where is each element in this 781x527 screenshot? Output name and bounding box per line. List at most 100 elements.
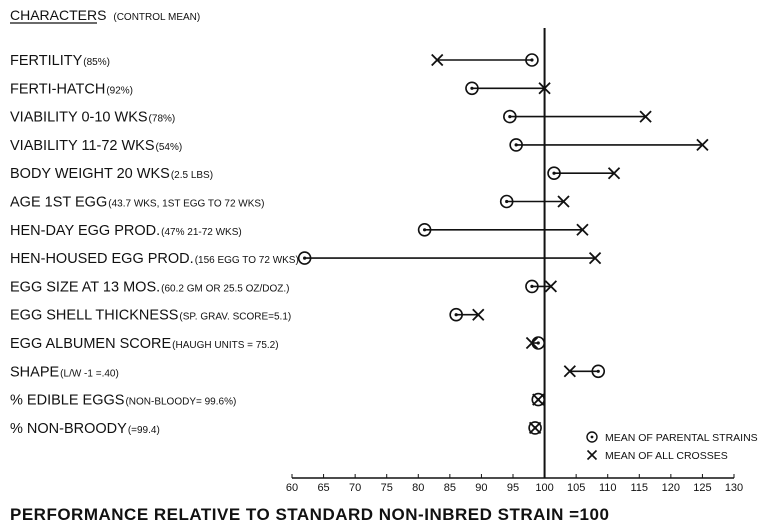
- crosses-mean-marker: [576, 223, 589, 236]
- parental-mean-dot: [303, 256, 307, 260]
- row-label-name: VIABILITY 0-10 WKS: [10, 110, 148, 126]
- row-label: % NON-BROODY(=99.4): [10, 421, 160, 437]
- parental-mean-dot: [536, 398, 540, 402]
- parental-mean-marker: [547, 166, 561, 180]
- legend-x-icon: [586, 449, 598, 461]
- parental-mean-dot: [552, 171, 556, 175]
- row-label-note: (85%): [83, 57, 110, 68]
- row: SHAPE(L/W -1 =.40): [10, 364, 606, 380]
- row-label-note: (54%): [156, 142, 183, 153]
- row-label-name: HEN-HOUSED EGG PROD.: [10, 251, 194, 267]
- row-label-note: (92%): [106, 85, 133, 96]
- parental-mean-marker: [465, 81, 479, 96]
- row: % NON-BROODY(=99.4): [10, 421, 542, 437]
- legend: MEAN OF PARENTAL STRAINS MEAN OF ALL CROS…: [586, 431, 758, 462]
- x-tick-label: 120: [662, 482, 680, 494]
- parental-mean-marker: [417, 223, 432, 237]
- row: EGG SIZE AT 13 MOS.(60.2 GM OR 25.5 OZ/D…: [10, 279, 558, 295]
- row: BODY WEIGHT 20 WKS(2.5 LBS): [10, 166, 621, 182]
- header-sub: (CONTROL MEAN): [113, 12, 200, 23]
- parental-mean-dot: [454, 313, 458, 317]
- parental-mean-dot: [536, 341, 540, 345]
- parental-mean-dot: [470, 86, 474, 90]
- parental-mean-marker: [525, 279, 539, 294]
- row-label-name: % EDIBLE EGGS: [10, 393, 124, 409]
- row: % EDIBLE EGGS(NON-BLOODY= 99.6%): [10, 393, 546, 409]
- parental-mean-dot: [423, 228, 427, 232]
- row-label: EGG SIZE AT 13 MOS.(60.2 GM OR 25.5 OZ/D…: [10, 279, 290, 295]
- row-label-name: BODY WEIGHT 20 WKS: [10, 166, 170, 182]
- row-label-note: (2.5 LBS): [171, 170, 213, 181]
- row: VIABILITY 0-10 WKS(78%): [10, 109, 652, 126]
- x-tick-label: 85: [444, 482, 456, 494]
- row-label-name: FERTI-HATCH: [10, 81, 105, 97]
- row: FERTILITY(85%): [10, 53, 539, 69]
- legend-circle-dot: [590, 435, 594, 439]
- parental-mean-dot: [530, 284, 534, 288]
- crosses-mean-marker: [544, 280, 558, 293]
- row-label: FERTI-HATCH(92%): [10, 81, 133, 97]
- parental-mean-marker: [525, 53, 539, 67]
- svg-text:CHARACTERS (CONTROL MEAN: CHARACTERS (CONTROL MEAN): [10, 7, 200, 23]
- row-label: VIABILITY 0-10 WKS(78%): [10, 110, 175, 126]
- row-label-note: (47% 21-72 WKS): [161, 227, 242, 238]
- row-label-name: HEN-DAY EGG PROD.: [10, 223, 160, 239]
- row-label: FERTILITY(85%): [10, 53, 110, 69]
- row-label-name: EGG SHELL THICKNESS: [10, 308, 178, 324]
- x-tick-label: 95: [507, 482, 519, 494]
- row-label: AGE 1ST EGG(43.7 WKS, 1ST EGG TO 72 WKS): [10, 195, 264, 211]
- parental-mean-marker: [499, 194, 514, 209]
- row-label-name: % NON-BROODY: [10, 421, 127, 437]
- crosses-mean-marker: [557, 195, 570, 208]
- row-label-note: (NON-BLOODY= 99.6%): [125, 397, 236, 408]
- x-axis-label: PERFORMANCE RELATIVE TO STANDARD NON-INB…: [10, 505, 609, 524]
- crosses-mean-marker: [431, 53, 444, 67]
- legend-entry-crosses: MEAN OF ALL CROSSES: [586, 449, 728, 462]
- parental-mean-dot: [514, 143, 518, 147]
- legend-circle-icon: [586, 431, 598, 443]
- row: EGG SHELL THICKNESS(SP. GRAV. SCORE=5.1): [10, 307, 485, 324]
- parental-mean-dot: [530, 58, 534, 62]
- x-tick-label: 100: [535, 482, 553, 494]
- x-tick-label: 75: [381, 482, 393, 494]
- parental-mean-marker: [528, 421, 542, 435]
- row-label: HEN-DAY EGG PROD.(47% 21-72 WKS): [10, 223, 242, 239]
- crosses-mean-marker: [639, 110, 652, 123]
- x-tick-label: 130: [725, 482, 743, 494]
- parental-mean-marker: [297, 251, 312, 265]
- row: FERTI-HATCH(92%): [10, 81, 551, 97]
- parental-mean-marker: [509, 138, 523, 152]
- x-tick-label: 65: [317, 482, 329, 494]
- row-label: EGG ALBUMEN SCORE(HAUGH UNITS = 75.2): [10, 336, 279, 352]
- chart-header: CHARACTERS (CONTROL MEAN): [10, 7, 200, 24]
- row-label: VIABILITY 11-72 WKS(54%): [10, 138, 182, 154]
- parental-mean-marker: [449, 307, 463, 322]
- x-tick-label: 125: [693, 482, 711, 494]
- x-tick-label: 105: [567, 482, 585, 494]
- row-label-note: (SP. GRAV. SCORE=5.1): [179, 312, 291, 323]
- row-label: SHAPE(L/W -1 =.40): [10, 364, 119, 380]
- crosses-mean-marker: [696, 138, 709, 152]
- row-label-name: EGG SIZE AT 13 MOS.: [10, 279, 160, 295]
- row: VIABILITY 11-72 WKS(54%): [10, 138, 709, 154]
- x-tick-label: 115: [631, 482, 649, 494]
- legend-label: MEAN OF ALL CROSSES: [605, 450, 728, 462]
- parental-mean-dot: [596, 369, 600, 373]
- parental-mean-dot: [508, 115, 512, 119]
- row: HEN-HOUSED EGG PROD.(156 EGG TO 72 WKS): [10, 251, 602, 267]
- row-label-note: (L/W -1 =.40): [60, 368, 119, 379]
- row-label-note: (60.2 GM OR 25.5 OZ/DOZ.): [161, 283, 289, 294]
- legend-entry-parental: MEAN OF PARENTAL STRAINS: [586, 431, 758, 444]
- row-label: HEN-HOUSED EGG PROD.(156 EGG TO 72 WKS): [10, 251, 299, 267]
- row-label-name: AGE 1ST EGG: [10, 195, 107, 211]
- parental-mean-marker: [503, 109, 517, 124]
- x-tick-label: 90: [475, 482, 487, 494]
- row-label-name: EGG ALBUMEN SCORE: [10, 336, 171, 352]
- row-label: BODY WEIGHT 20 WKS(2.5 LBS): [10, 166, 213, 182]
- row-label-note: (43.7 WKS, 1ST EGG TO 72 WKS): [108, 199, 264, 210]
- parental-mean-marker: [591, 364, 606, 379]
- x-tick-label: 110: [599, 482, 617, 494]
- parental-mean-dot: [505, 199, 509, 204]
- row-label-note: (78%): [149, 114, 176, 125]
- row: EGG ALBUMEN SCORE(HAUGH UNITS = 75.2): [10, 336, 546, 352]
